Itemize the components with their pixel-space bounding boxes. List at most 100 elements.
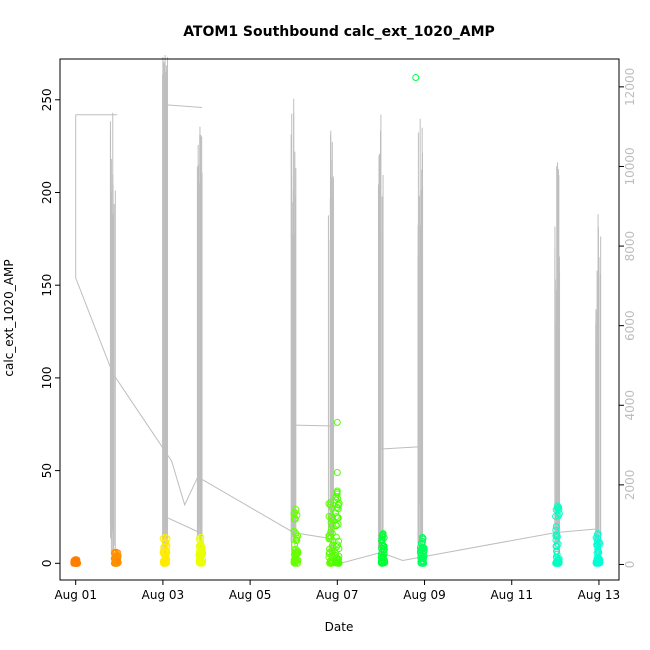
data-point [419, 557, 427, 565]
point-series [70, 74, 604, 567]
data-point [70, 559, 78, 567]
x-axis-label: Date [325, 620, 354, 634]
data-point [380, 550, 388, 558]
y2-tick-label: 4000 [623, 390, 637, 421]
data-point [419, 537, 427, 545]
data-point [552, 512, 560, 520]
data-point-max [594, 530, 602, 538]
data-point [332, 533, 340, 541]
data-point-max [554, 502, 562, 510]
y2-tick-label: 0 [623, 561, 637, 569]
data-point [553, 547, 561, 555]
data-point [160, 559, 168, 567]
data-point [332, 522, 340, 530]
data-point [334, 505, 342, 513]
data-point [328, 541, 336, 549]
data-point [325, 512, 333, 520]
data-point [163, 535, 171, 543]
data-point-max [112, 548, 120, 556]
data-point [380, 543, 388, 551]
y-tick-label: 150 [40, 274, 54, 297]
y2-tick-label: 12000 [623, 68, 637, 106]
data-point [553, 531, 561, 539]
y-tick-label: 50 [40, 463, 54, 478]
data-point [198, 559, 206, 567]
data-point [159, 549, 167, 557]
data-point [197, 542, 205, 550]
data-point [293, 536, 301, 544]
x-tick-label: Aug 05 [229, 588, 272, 602]
data-point [196, 537, 204, 545]
data-point [291, 557, 299, 565]
data-point [417, 551, 425, 559]
data-point [328, 529, 336, 537]
data-point [328, 544, 336, 552]
data-point [111, 559, 119, 567]
y-tick-label: 0 [40, 559, 54, 567]
y2-tick-label: 2000 [623, 470, 637, 501]
data-point [378, 533, 386, 541]
data-point [325, 500, 333, 508]
data-point [595, 559, 603, 567]
data-point [160, 543, 168, 551]
data-point-max [292, 506, 300, 514]
x-tick-label: Aug 13 [578, 588, 621, 602]
x-tick-label: Aug 09 [403, 588, 446, 602]
series-line-segment [165, 104, 203, 109]
data-point [161, 552, 169, 560]
y2-tick-label: 10000 [623, 147, 637, 185]
series-line-segment [380, 446, 423, 450]
y-tick-label: 100 [40, 366, 54, 389]
data-point [70, 557, 78, 565]
x-tick-label: Aug 01 [54, 588, 97, 602]
y-tick-label: 200 [40, 181, 54, 204]
data-point-max [379, 530, 387, 538]
y2-tick-label: 8000 [623, 231, 637, 262]
data-point [378, 559, 386, 567]
series-line-segment [164, 516, 201, 534]
data-point [334, 501, 342, 509]
plot-frame [59, 58, 620, 581]
data-point [196, 550, 204, 558]
data-point [327, 525, 335, 533]
y-tick-label: 250 [40, 88, 54, 111]
data-point [593, 549, 601, 557]
data-point [381, 558, 389, 566]
data-point [592, 534, 600, 542]
y2-tick-label: 6000 [623, 310, 637, 341]
data-point [292, 529, 300, 537]
data-point [334, 514, 342, 522]
data-point [334, 541, 342, 549]
x-tick-label: Aug 11 [490, 588, 533, 602]
data-point [290, 510, 298, 518]
data-point-max [418, 533, 426, 541]
data-point [290, 527, 298, 535]
data-point [378, 537, 386, 545]
x-tick-label: Aug 07 [316, 588, 359, 602]
chart-title: ATOM1 Southbound calc_ext_1020_AMP [183, 24, 495, 40]
data-point [332, 513, 340, 521]
data-point-outlier [412, 74, 420, 82]
data-point-max [161, 533, 169, 541]
data-point [552, 523, 560, 531]
data-point [326, 501, 334, 509]
data-point [333, 490, 341, 498]
data-point-max [72, 556, 80, 564]
x-tick-label: Aug 03 [142, 588, 185, 602]
data-point-max [197, 533, 205, 541]
y-axis-label: calc_ext_1020_AMP [2, 259, 16, 376]
data-point [332, 558, 340, 566]
data-point [380, 546, 388, 554]
data-point [552, 526, 560, 534]
data-point [332, 543, 340, 551]
data-point [293, 549, 301, 557]
data-point [555, 506, 563, 514]
data-point [594, 556, 602, 564]
data-point [594, 541, 602, 549]
data-point-outlier [333, 468, 341, 476]
line-series [75, 55, 602, 565]
data-point-outlier [333, 418, 341, 426]
data-point-max [333, 487, 341, 495]
data-point [418, 540, 426, 548]
